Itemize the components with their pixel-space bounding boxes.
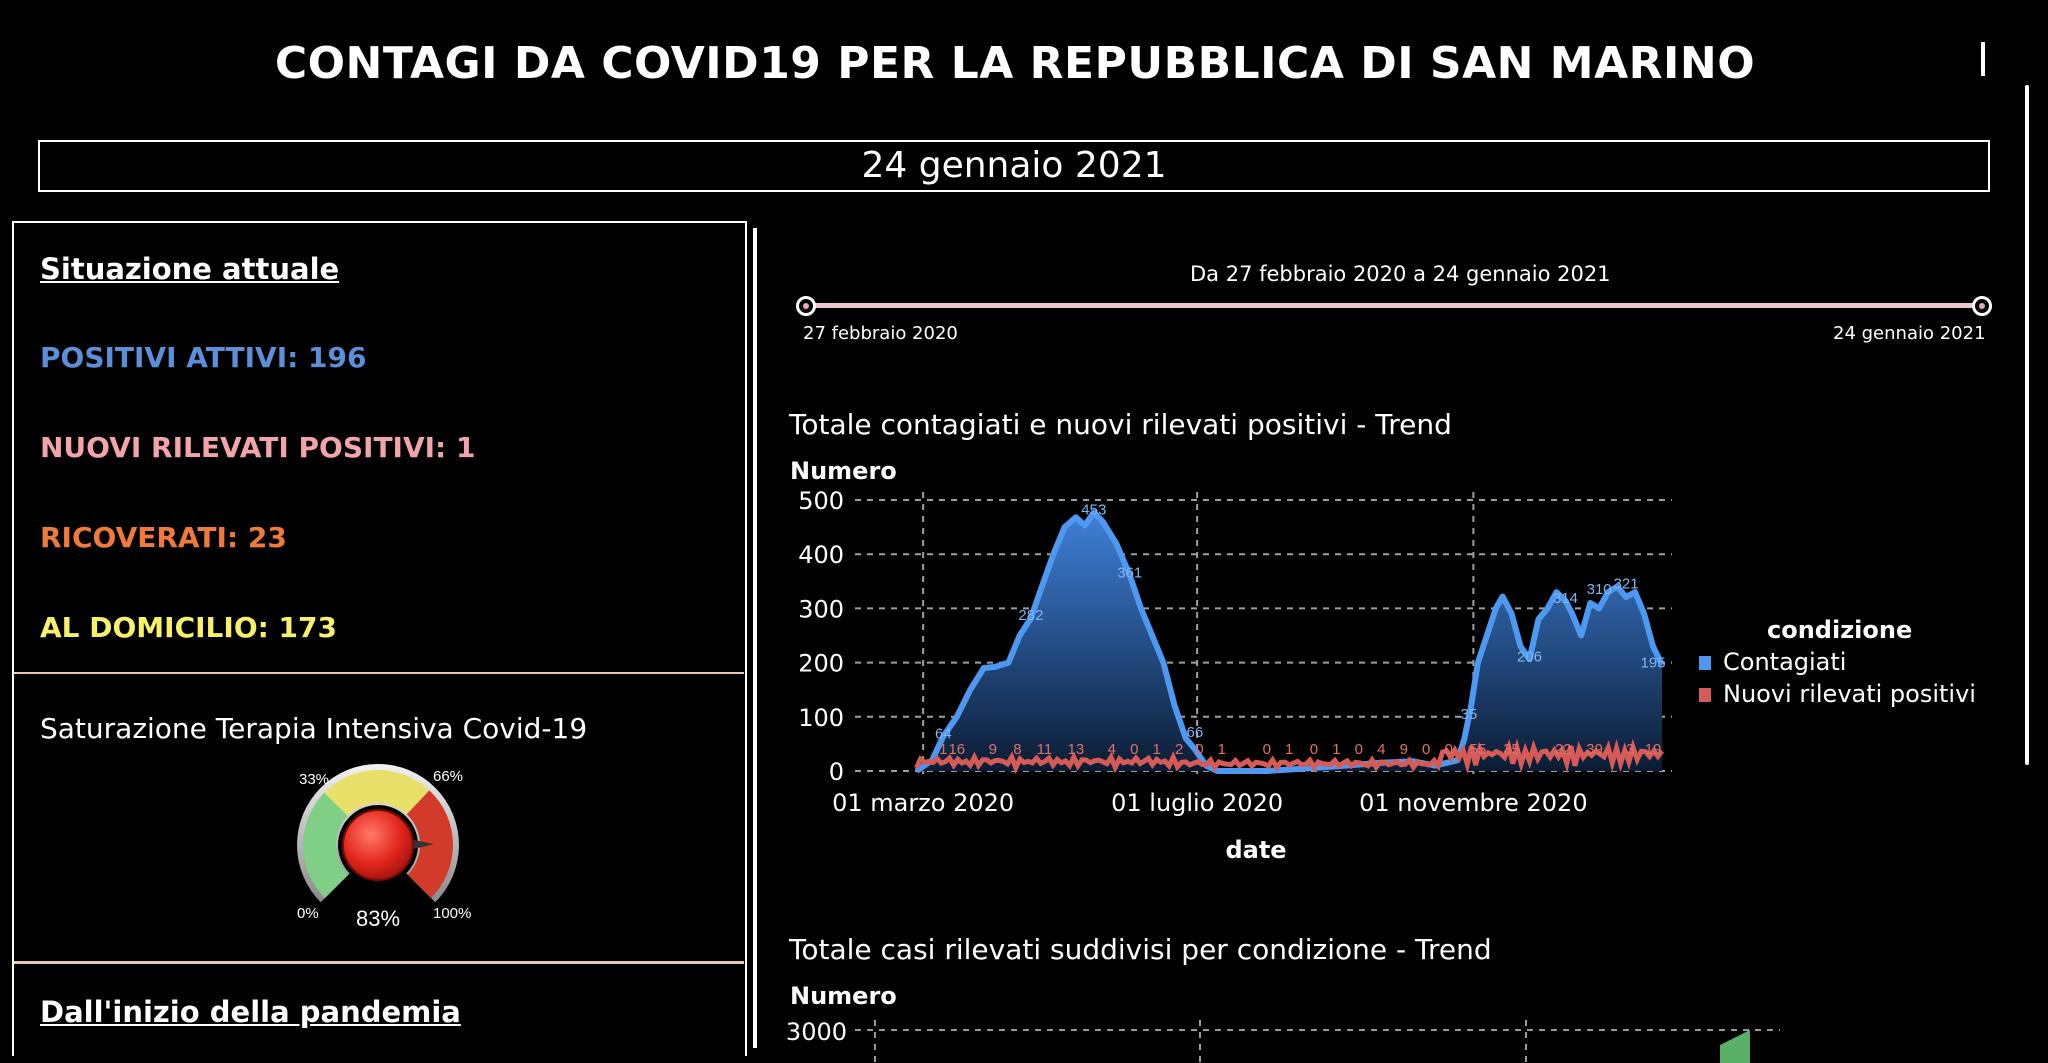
gauge-tick-100: 100% <box>433 905 471 922</box>
hospitalized-stat: RICOVERATI: 23 <box>40 521 287 554</box>
nuovi-label-12: 0 <box>1263 741 1271 758</box>
date-range-track[interactable] <box>806 303 1982 308</box>
new-positives-stat: NUOVI RILEVATI POSITIVI: 1 <box>40 431 476 464</box>
x-tick-0: 01 marzo 2020 <box>832 789 1014 817</box>
nuovi-label-1: 16 <box>948 741 965 758</box>
nuovi-label-6: 4 <box>1108 741 1116 758</box>
legend-item-nuovi-positivi[interactable]: Nuovi rilevati positivi <box>1699 680 1976 708</box>
nuovi-label-24: 39 <box>1586 741 1603 758</box>
nuovi-label-21: 55 <box>1470 741 1487 758</box>
nuovi-label-0: 1 <box>939 741 947 758</box>
nuovi-label-14: 0 <box>1310 741 1318 758</box>
gauge-segment-low <box>303 792 349 899</box>
range-start-label: 27 febbraio 2020 <box>803 323 958 344</box>
nuovi-label-22: 35 <box>1503 741 1520 758</box>
trend-chart-title: Totale contagiati e nuovi rilevati posit… <box>789 408 1452 441</box>
nuovi-label-26: 19 <box>1645 741 1662 758</box>
range-end-handle[interactable] <box>1972 296 1992 316</box>
page-scrollbar[interactable] <box>2025 85 2029 765</box>
icu-saturation-card <box>14 672 744 964</box>
gauge-title: Saturazione Terapia Intensiva Covid-19 <box>40 712 588 745</box>
nuovi-label-20: 0 <box>1445 741 1453 758</box>
range-start-handle[interactable] <box>796 296 816 316</box>
nuovi-label-13: 1 <box>1285 741 1293 758</box>
nuovi-positivi-line[interactable] <box>914 738 1665 775</box>
home-isolation-stat: AL DOMICILIO: 173 <box>40 611 338 644</box>
range-end-label: 24 gennaio 2021 <box>1833 323 1986 344</box>
contagiati-area[interactable] <box>916 512 1662 772</box>
nuovi-label-15: 1 <box>1332 741 1340 758</box>
nuovi-label-11: 1 <box>1218 741 1226 758</box>
nuovi-label-16: 0 <box>1355 741 1363 758</box>
nuovi-label-23: 22 <box>1555 741 1572 758</box>
legend-label-nuovi-positivi: Nuovi rilevati positivi <box>1723 680 1976 708</box>
nuovi-label-10: 0 <box>1195 741 1203 758</box>
nuovi-label-5: 13 <box>1068 741 1085 758</box>
nuovi-label-17: 4 <box>1377 741 1385 758</box>
condition-chart-area-peek <box>1720 1030 1750 1063</box>
since-pandemic-heading: Dall'inizio della pandemia <box>40 995 461 1029</box>
nuovi-label-4: 11 <box>1037 741 1053 758</box>
gauge-knob <box>342 809 414 881</box>
contagiati-label-4: 66 <box>1187 724 1204 741</box>
legend-label-contagiati: Contagiati <box>1723 648 1847 676</box>
left-panel <box>12 221 747 1056</box>
active-positives-stat: POSITIVI ATTIVI: 196 <box>40 341 367 374</box>
contagiati-label-7: 314 <box>1553 590 1578 607</box>
nuovi-label-9: 2 <box>1175 741 1183 758</box>
legend-swatch-nuovi-positivi <box>1699 688 1711 702</box>
y-tick-200: 200 <box>798 650 844 678</box>
scroll-indicator[interactable] <box>1981 42 1985 76</box>
legend-title: condizione <box>1767 616 1913 644</box>
current-situation-heading: Situazione attuale <box>40 252 340 286</box>
contagiati-label-3: 361 <box>1117 564 1142 581</box>
contagiati-label-0: 64 <box>935 725 952 742</box>
report-date: 24 gennaio 2021 <box>38 140 1990 192</box>
gauge-value: 83% <box>356 906 400 931</box>
trend-chart-y-title: Numero <box>790 457 897 485</box>
condition-chart-title: Totale casi rilevati suddivisi per condi… <box>789 933 1492 966</box>
trend-chart-x-ticks: 01 marzo 2020 01 luglio 2020 01 novembre 2… <box>832 789 1588 817</box>
gauge-tick-0: 0% <box>297 905 319 922</box>
column-divider <box>753 228 757 1048</box>
legend-swatch-contagiati <box>1699 656 1711 670</box>
date-range-label: Da 27 febbraio 2020 a 24 gennaio 2021 <box>1190 262 1611 286</box>
condition-chart-y-title: Numero <box>790 982 897 1010</box>
condition-chart-y-tick: 3000 <box>786 1018 847 1046</box>
nuovi-label-7: 0 <box>1130 741 1138 758</box>
contagiati-label-6: 206 <box>1517 648 1542 665</box>
contagiati-line[interactable] <box>914 509 1665 774</box>
nuovi-label-19: 0 <box>1422 741 1430 758</box>
y-tick-0: 0 <box>829 758 844 786</box>
contagiati-label-9: 321 <box>1614 576 1639 593</box>
y-tick-100: 100 <box>798 704 844 732</box>
nuovi-label-3: 8 <box>1013 741 1021 758</box>
contagiati-label-8: 310 <box>1587 581 1612 598</box>
gauge-tick-33: 33% <box>299 771 329 788</box>
gauge-segment-mid <box>324 770 430 816</box>
y-tick-500: 500 <box>798 487 844 515</box>
gauge-tick-66: 66% <box>433 768 463 785</box>
x-tick-2: 01 novembre 2020 <box>1359 789 1587 817</box>
contagiati-label-2: 282 <box>1018 607 1043 624</box>
y-tick-300: 300 <box>798 595 844 623</box>
page-title: CONTAGI DA COVID19 PER LA REPUBBLICA DI … <box>274 38 1756 89</box>
nuovi-label-25: 3 <box>1626 741 1634 758</box>
trend-chart-y-ticks: 500 400 300 200 100 0 <box>798 487 844 786</box>
gauge-needle-icon <box>409 838 434 851</box>
contagiati-label-5: 35 <box>1461 706 1478 723</box>
nuovi-label-2: 9 <box>989 741 997 758</box>
trend-chart-x-title: date <box>1225 836 1286 864</box>
contagiati-label-1: 453 <box>1081 501 1106 518</box>
y-tick-400: 400 <box>798 541 844 569</box>
contagiati-label-10: 195 <box>1641 654 1666 671</box>
nuovi-label-18: 9 <box>1400 741 1408 758</box>
nuovi-label-8: 1 <box>1153 741 1161 758</box>
icu-saturation-gauge: 33% 66% 0% 100% 83% <box>297 764 471 931</box>
legend-item-contagiati[interactable]: Contagiati <box>1699 648 1846 676</box>
x-tick-1: 01 luglio 2020 <box>1111 789 1283 817</box>
condition-chart[interactable]: 3000 <box>780 1005 1800 1063</box>
